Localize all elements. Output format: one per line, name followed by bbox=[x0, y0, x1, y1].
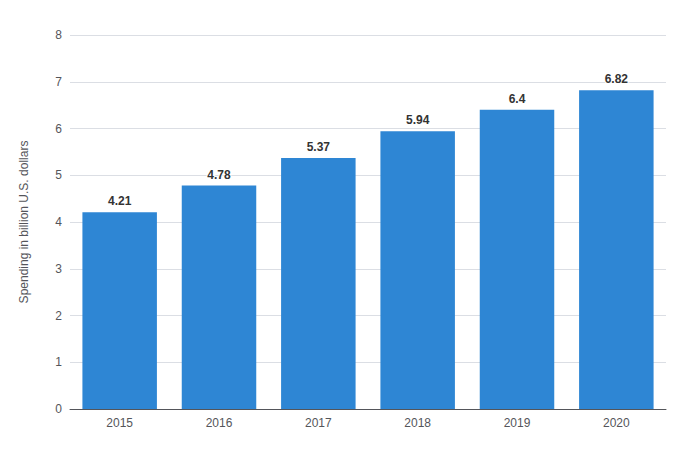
svg-text:5.37: 5.37 bbox=[307, 140, 331, 154]
svg-text:7: 7 bbox=[55, 75, 62, 89]
svg-text:6.4: 6.4 bbox=[509, 92, 526, 106]
svg-text:0: 0 bbox=[55, 402, 62, 416]
svg-text:5: 5 bbox=[55, 168, 62, 182]
svg-text:4.78: 4.78 bbox=[207, 168, 231, 182]
svg-text:2019: 2019 bbox=[504, 416, 531, 430]
svg-text:1: 1 bbox=[55, 355, 62, 369]
svg-text:8: 8 bbox=[55, 28, 62, 42]
svg-text:Spending in billion U.S. dolla: Spending in billion U.S. dollars bbox=[17, 141, 31, 304]
svg-text:2: 2 bbox=[55, 309, 62, 323]
svg-text:6: 6 bbox=[55, 122, 62, 136]
svg-text:2016: 2016 bbox=[206, 416, 233, 430]
svg-text:6.82: 6.82 bbox=[605, 72, 629, 86]
svg-text:2015: 2015 bbox=[106, 416, 133, 430]
svg-text:2017: 2017 bbox=[305, 416, 332, 430]
svg-text:5.94: 5.94 bbox=[406, 113, 430, 127]
svg-text:4: 4 bbox=[55, 215, 62, 229]
svg-text:2018: 2018 bbox=[404, 416, 431, 430]
svg-text:3: 3 bbox=[55, 262, 62, 276]
svg-text:4.21: 4.21 bbox=[108, 194, 132, 208]
svg-text:2020: 2020 bbox=[603, 416, 630, 430]
